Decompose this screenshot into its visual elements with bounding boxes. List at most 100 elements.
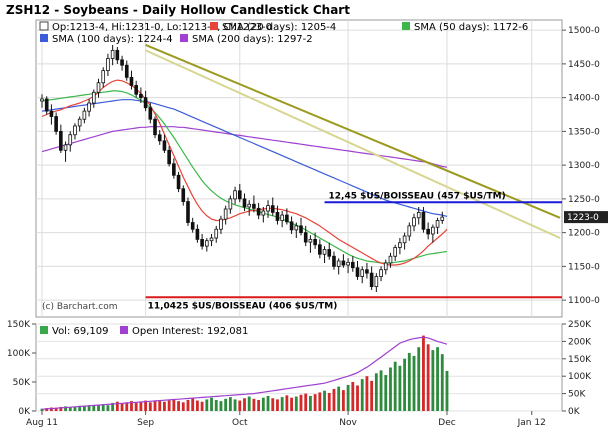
volume-bar <box>210 397 213 411</box>
volume-bar <box>125 402 129 411</box>
volume-bar <box>417 347 421 411</box>
candle <box>242 193 247 212</box>
candle-body-down <box>139 93 143 99</box>
volume-tick-label: 100K <box>7 349 31 359</box>
candle-body-up <box>214 228 219 239</box>
sma-legend-swatch <box>180 34 188 42</box>
candle-body-up <box>266 205 270 212</box>
volume-bar <box>370 380 374 411</box>
x-tick-label: Dec <box>438 418 455 428</box>
candle-body-up <box>233 190 237 200</box>
x-tick-label: Sep <box>137 418 154 428</box>
candle-body-down <box>176 174 181 190</box>
candle <box>280 211 284 228</box>
candle <box>186 197 190 226</box>
volume-bar <box>426 344 430 411</box>
candle <box>402 232 407 250</box>
candle <box>157 130 162 145</box>
candle-body-up <box>205 240 209 247</box>
candle-body-up <box>63 144 68 151</box>
candle-body-down <box>115 49 120 61</box>
volume-grid <box>36 323 562 412</box>
candle <box>91 89 96 108</box>
candle-body-down <box>172 163 176 176</box>
volume-bar <box>412 355 416 411</box>
volume-bar <box>233 399 237 411</box>
candle-body-up <box>110 49 115 59</box>
candle <box>327 242 332 260</box>
volume-bar <box>341 390 345 411</box>
candle-body-up <box>73 125 77 136</box>
volume-bar <box>271 398 275 411</box>
volume-bar <box>252 398 256 411</box>
candle <box>360 266 365 284</box>
candle-body-down <box>200 238 204 247</box>
candle-body-up <box>374 276 379 288</box>
volume-bar <box>130 401 133 411</box>
price-tick-label: 1200-0 <box>568 229 600 239</box>
volume-bar <box>360 379 364 411</box>
oi-tick-label: 200K <box>568 337 592 347</box>
candle-body-down <box>195 228 200 240</box>
candle-body-up <box>431 226 435 235</box>
volume-y-axis: 0K 50K 100K 150K <box>7 320 36 417</box>
sma-legend-label: SMA (100 days): 1224-4 <box>52 34 173 45</box>
trendline <box>145 49 561 239</box>
candle-body-down <box>237 190 242 200</box>
candle-body-down <box>153 118 157 136</box>
volume-bar <box>73 406 77 411</box>
candle-body-down <box>355 267 360 277</box>
candle <box>369 266 374 290</box>
candle <box>379 266 383 282</box>
candle <box>134 80 138 98</box>
candle <box>313 232 317 249</box>
candle <box>412 213 416 232</box>
ohlc-label: Op:1213-4, Hi:1231-0, Lo:1213-2, Cl:1223… <box>52 22 272 33</box>
price-tick-label: 1100-0 <box>568 296 600 306</box>
candles <box>40 44 445 293</box>
volume-bar <box>92 405 96 411</box>
candle-body-down <box>327 249 332 257</box>
candle-body-up <box>388 255 393 264</box>
candle <box>416 206 421 225</box>
candle <box>407 222 412 241</box>
volume-bar <box>309 395 312 411</box>
candle-body-up <box>87 102 91 112</box>
candle-body-up <box>40 98 44 102</box>
resistance-label: 12,45 $US/BOISSEAU (457 $US/TM) <box>329 191 506 201</box>
sma100-line <box>41 99 448 217</box>
volume-bar <box>59 406 63 411</box>
candle <box>162 134 167 153</box>
volume-bar <box>167 400 171 411</box>
volume-bar <box>111 402 115 411</box>
candle <box>124 60 129 81</box>
chart-title: ZSH12 - Soybeans - Daily Hollow Candlest… <box>6 3 350 17</box>
candle-body-down <box>134 85 138 95</box>
candle <box>115 47 120 64</box>
candle-body-down <box>44 98 49 112</box>
volume-bar <box>431 350 435 411</box>
candle <box>190 217 195 233</box>
volume-bar <box>276 399 279 411</box>
candle <box>153 116 157 139</box>
candle-body-down <box>54 116 58 132</box>
candle-body-up <box>91 91 96 104</box>
volume-tick-label: 50K <box>13 378 31 388</box>
volume-bar <box>332 388 336 411</box>
volume-bar <box>115 401 119 411</box>
volume-bar <box>280 397 284 411</box>
candle-body-down <box>299 225 303 234</box>
candle <box>426 222 430 240</box>
candle-body-up <box>440 216 445 221</box>
candle <box>237 184 242 203</box>
volume-bar <box>393 361 397 411</box>
volume-bar <box>398 365 402 411</box>
candle <box>252 195 256 213</box>
volume-bar <box>101 404 105 411</box>
candle-body-up <box>402 235 407 244</box>
volume-bar <box>266 395 270 411</box>
candle-body-down <box>242 198 247 208</box>
sma-legend-swatch <box>402 22 410 30</box>
candle-body-down <box>332 255 336 267</box>
volume-bar <box>243 398 246 411</box>
